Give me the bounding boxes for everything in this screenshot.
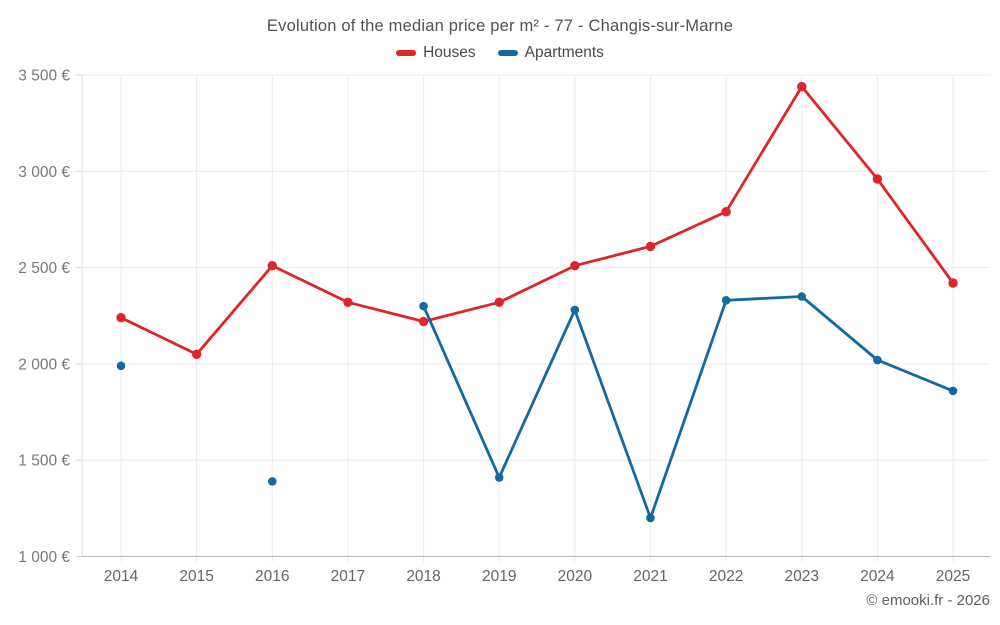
point-apartments-2019[interactable] <box>494 473 504 482</box>
point-houses-2024[interactable] <box>872 174 883 184</box>
y-tick-label: 3 000 € <box>18 164 70 181</box>
point-houses-2018[interactable] <box>418 316 429 327</box>
point-apartments-2020[interactable] <box>570 305 580 315</box>
chart-title: Evolution of the median price per m² - 7… <box>266 17 734 35</box>
x-tick-label: 2016 <box>255 568 289 585</box>
point-apartments-2021[interactable] <box>646 513 655 523</box>
legend-swatch-houses <box>396 50 417 56</box>
y-tick-label: 2 500 € <box>18 260 70 277</box>
x-tick-label: 2018 <box>406 568 440 585</box>
point-houses-2021[interactable] <box>645 241 656 252</box>
legend-label-houses: Houses <box>423 44 476 61</box>
x-tick-label: 2017 <box>331 568 365 585</box>
point-houses-2014[interactable] <box>116 312 126 323</box>
copyright-label: © emooki.fr - 2026 <box>866 592 990 609</box>
point-apartments-2022[interactable] <box>721 296 731 305</box>
x-tick-label: 2024 <box>860 568 895 585</box>
point-houses-2017[interactable] <box>343 297 353 307</box>
x-tick-label: 2025 <box>936 568 970 585</box>
point-apartments-2014[interactable] <box>116 361 126 371</box>
chart-legend: Houses Apartments <box>0 44 1000 62</box>
x-tick-label: 2020 <box>558 568 593 585</box>
y-tick-label: 3 500 € <box>18 68 70 85</box>
legend-item-apartments[interactable]: Apartments <box>497 44 604 62</box>
point-apartments-2023[interactable] <box>797 292 807 301</box>
y-tick-label: 1 000 € <box>18 549 70 566</box>
y-tick-label: 2 000 € <box>18 356 70 373</box>
x-tick-label: 2019 <box>482 568 516 585</box>
x-tick-label: 2015 <box>179 568 213 585</box>
point-houses-2022[interactable] <box>721 207 731 217</box>
houses-line <box>119 85 955 356</box>
point-apartments-2016[interactable] <box>267 477 277 486</box>
legend-swatch-apartments <box>497 50 518 56</box>
y-tick-label: 1 500 € <box>18 453 70 470</box>
point-houses-2019[interactable] <box>494 297 504 307</box>
x-tick-label: 2022 <box>709 568 743 585</box>
point-houses-2015[interactable] <box>191 349 202 359</box>
point-apartments-2018[interactable] <box>419 301 428 311</box>
legend-label-apartments: Apartments <box>524 44 604 61</box>
legend-item-houses[interactable]: Houses <box>396 44 476 62</box>
point-houses-2020[interactable] <box>570 260 580 271</box>
x-tick-label: 2023 <box>785 568 819 585</box>
point-houses-2016[interactable] <box>267 260 277 271</box>
point-apartments-2025[interactable] <box>948 386 958 396</box>
point-houses-2023[interactable] <box>797 81 807 92</box>
point-houses-2025[interactable] <box>948 278 958 288</box>
point-apartments-2024[interactable] <box>873 355 882 365</box>
apartments-line <box>422 295 955 520</box>
x-tick-label: 2014 <box>104 568 139 585</box>
x-tick-label: 2021 <box>633 568 667 585</box>
